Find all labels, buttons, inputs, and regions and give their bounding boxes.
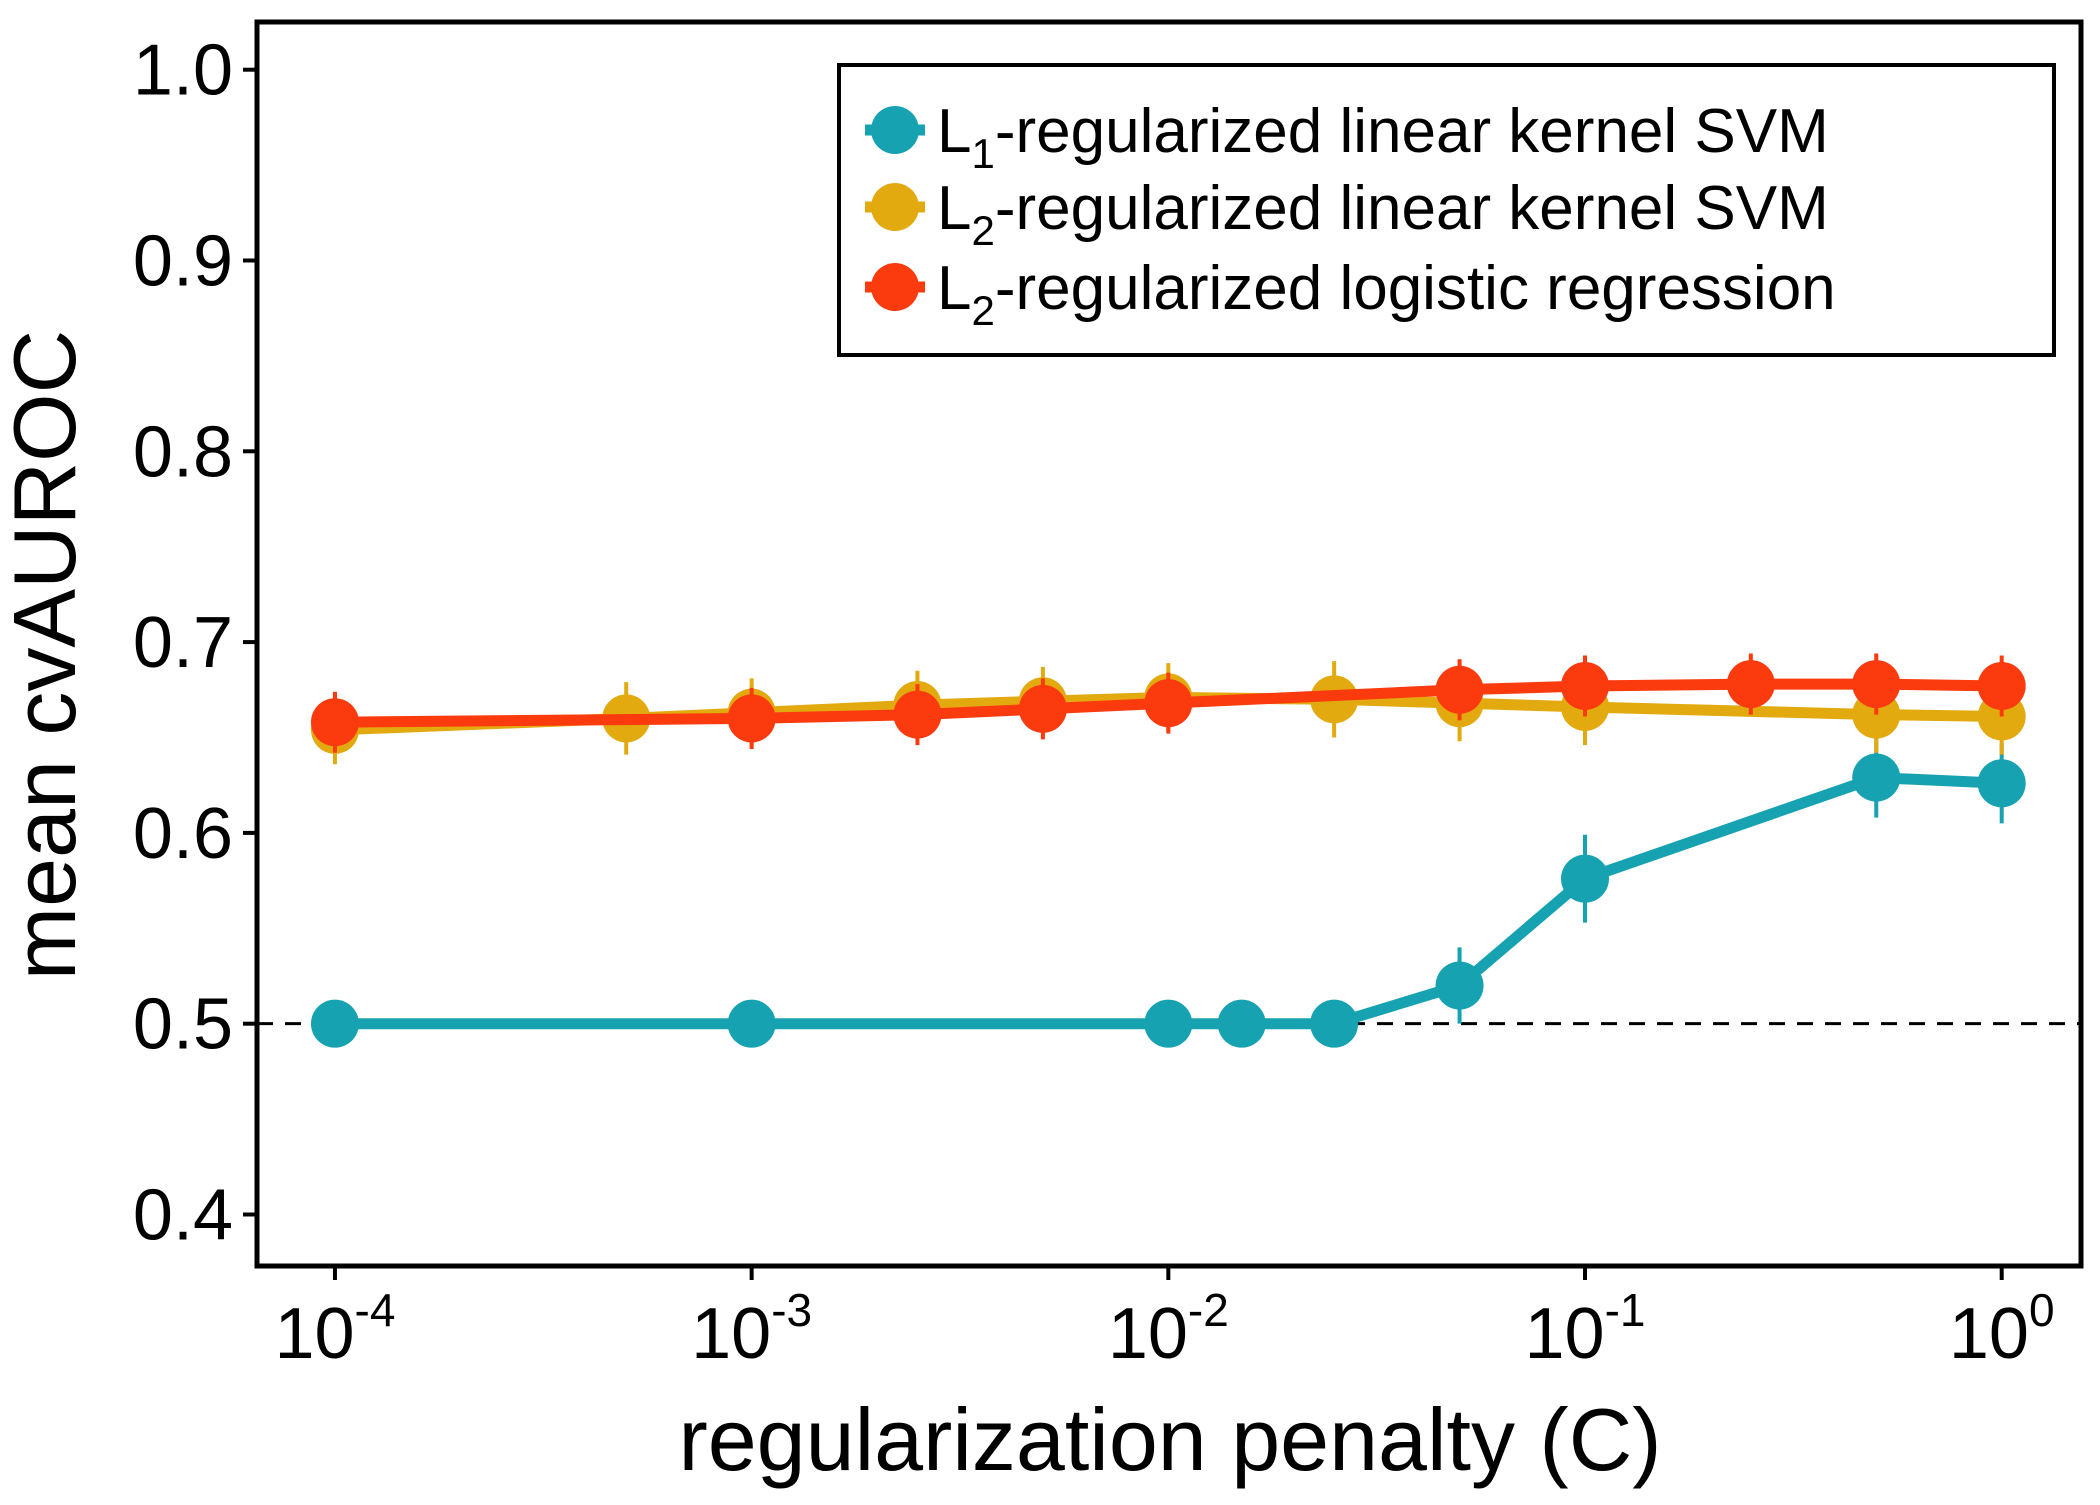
y-tick-label: 0.5	[133, 985, 233, 1065]
axes-layer: 0.4 0.5 0.6 0.7 0.8 0.9 1.0 10-4 10-3 10-2 10-1 100	[133, 19, 2084, 1374]
y-tick-label: 0.8	[133, 412, 233, 492]
data-point	[310, 698, 359, 747]
data-point	[1977, 759, 2026, 808]
series-line	[329, 678, 2008, 728]
legend-swatch-marker	[871, 106, 919, 154]
series-layer	[310, 653, 2026, 1048]
data-point	[1435, 961, 1484, 1010]
y-axis-title: mean cvAUROC	[0, 330, 94, 980]
data-point	[1726, 660, 1775, 709]
data-point	[727, 999, 776, 1048]
y-tick-label: 0.7	[133, 603, 233, 683]
data-point	[1561, 661, 1610, 710]
data-point	[310, 999, 359, 1048]
series-3	[310, 653, 2026, 753]
legend-item-3: L2-regularized logistic regression	[865, 254, 1836, 334]
data-point	[727, 694, 776, 743]
data-point	[1852, 753, 1901, 802]
y-tick-label: 0.9	[133, 221, 233, 301]
legend-item-1: L1-regularized linear kernel SVM	[865, 97, 1829, 177]
data-point	[1977, 661, 2026, 710]
data-point	[1018, 684, 1067, 733]
legend-box	[837, 63, 2056, 357]
y-tick-label: 0.6	[133, 794, 233, 874]
x-tick-label: 10-1	[1525, 1284, 1646, 1374]
data-point	[1310, 999, 1359, 1048]
legend-label: L2-regularized linear kernel SVM	[937, 174, 1829, 254]
series-1	[310, 737, 2026, 1048]
data-point	[1144, 999, 1193, 1048]
legend-item-2: L2-regularized linear kernel SVM	[865, 174, 1829, 254]
x-axis-title: regularization penalty (C)	[678, 1390, 1661, 1489]
data-point	[1217, 999, 1266, 1048]
data-point	[1435, 665, 1484, 714]
data-point	[893, 690, 942, 739]
data-point	[1561, 854, 1610, 903]
data-point	[1852, 660, 1901, 709]
data-point	[1144, 679, 1193, 728]
legend-label: L1-regularized linear kernel SVM	[937, 97, 1829, 177]
x-tick-label: 10-3	[691, 1284, 812, 1374]
x-tick-label: 10-4	[274, 1284, 395, 1374]
legend-swatch-marker	[871, 183, 919, 231]
y-tick-label: 0.4	[133, 1175, 233, 1255]
x-tick-label: 10-2	[1108, 1284, 1229, 1374]
legend: L1-regularized linear kernel SVML2-regul…	[837, 63, 2056, 357]
x-tick-label: 100	[1949, 1284, 2055, 1374]
y-tick-label: 1.0	[133, 31, 233, 111]
legend-swatch-marker	[871, 263, 919, 311]
legend-label: L2-regularized logistic regression	[937, 254, 1836, 334]
